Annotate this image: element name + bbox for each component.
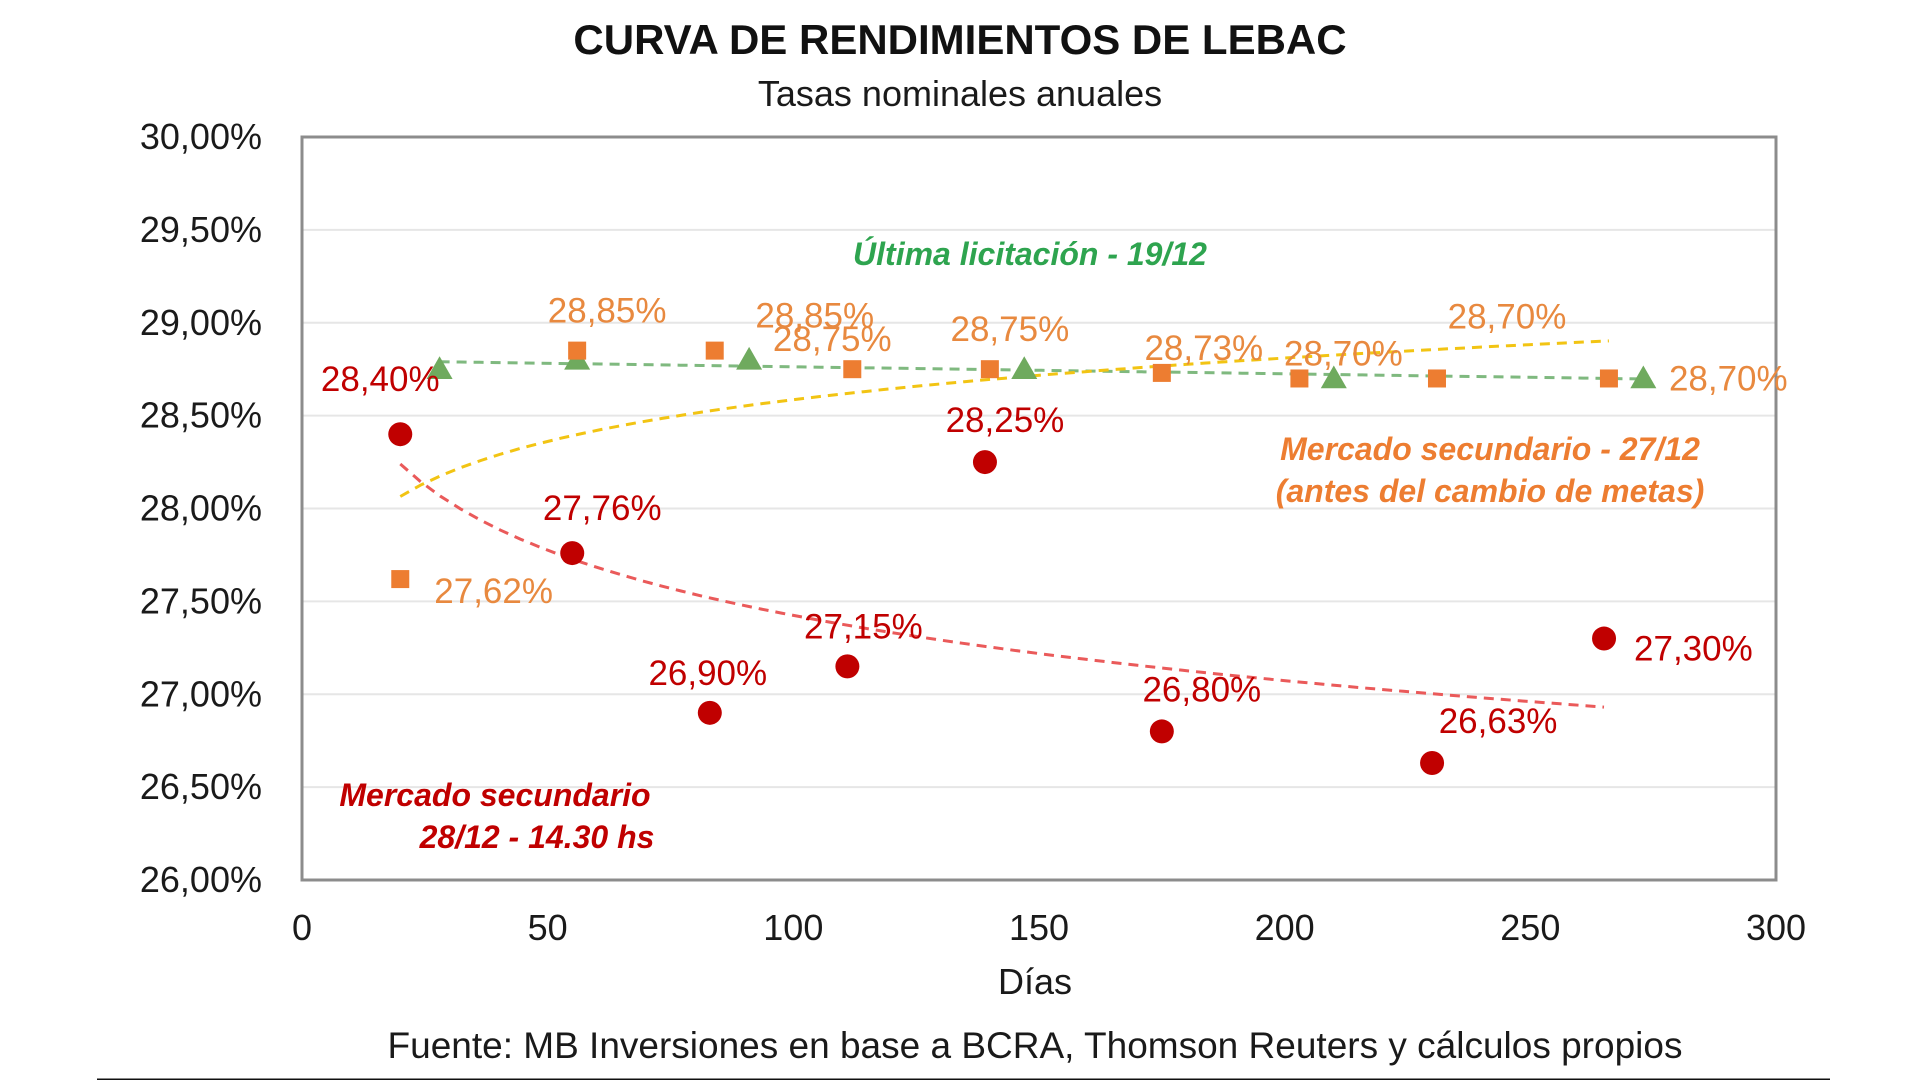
x-tick-label: 150: [1009, 907, 1069, 948]
mercado-2812-data-label: 26,80%: [1142, 670, 1261, 709]
y-axis-tick-labels: 26,00% 26,50% 27,00% 27,50% 28,00% 28,50% 29,0…: [140, 116, 262, 900]
chart-subtitle: Tasas nominales anuales: [758, 73, 1162, 114]
grid-lines: [302, 228, 1776, 789]
trend-line-licitacion: [439, 360, 1644, 381]
mercado-2812-data-label: 26,63%: [1439, 702, 1558, 741]
annotation-ultima-licitacion: Última licitación - 19/12: [853, 236, 1207, 272]
y-tick-label: 30,00%: [140, 116, 262, 157]
source-note: Fuente: MB Inversiones en base a BCRA, T…: [388, 1025, 1683, 1066]
licitacion-point: [1011, 356, 1038, 379]
mercado-2812-point: [560, 541, 585, 566]
y-tick-label: 26,50%: [140, 766, 262, 807]
y-tick-label: 26,00%: [140, 859, 262, 900]
x-tick-label: 200: [1255, 907, 1315, 948]
mercado-2712-point: [391, 570, 410, 589]
mercado-2712-data-label: 27,62%: [434, 572, 553, 611]
x-tick-label: 100: [763, 907, 823, 948]
mercado-2812-point: [697, 700, 722, 725]
mercado-2712-data-label: 28,70%: [1284, 334, 1403, 373]
annotation-mercado-2812-line1: Mercado secundario: [339, 777, 650, 813]
licitacion-point: [426, 356, 453, 379]
mercado-2812-data-label: 26,90%: [648, 654, 767, 693]
x-tick-label: 50: [528, 907, 568, 948]
mercado-2712-data-label: 28,70%: [1669, 359, 1788, 398]
mercado-2712-data-label: 28,85%: [755, 297, 874, 336]
mercado-2812-point: [1592, 626, 1617, 651]
mercado-2712-point: [1152, 363, 1171, 382]
plot-area: [300, 135, 1778, 882]
mercado-2812-data-label: 28,40%: [321, 360, 440, 399]
mercado-2812-data-label: 27,76%: [543, 489, 662, 528]
mercado-2712-data-label: 28,70%: [1448, 297, 1567, 336]
licitacion-point: [1630, 365, 1657, 389]
y-tick-label: 29,00%: [140, 302, 262, 343]
mercado-2712-data-label: 28,85%: [548, 292, 667, 331]
data-points: [388, 341, 1657, 775]
mercado-2812-data-label: 28,25%: [946, 401, 1065, 440]
trend-line-mercado-2812: [399, 462, 1605, 709]
chart-title: CURVA DE RENDIMIENTOS DE LEBAC: [573, 16, 1346, 63]
x-tick-label: 300: [1746, 907, 1806, 948]
y-tick-label: 28,00%: [140, 488, 262, 529]
y-tick-label: 28,50%: [140, 395, 262, 436]
annotation-mercado-2712-line1: Mercado secundario - 27/12: [1280, 431, 1700, 467]
x-axis-label: Días: [998, 961, 1072, 1002]
mercado-2712-point: [843, 360, 862, 379]
mercado-2812-data-label: 27,30%: [1634, 630, 1753, 669]
mercado-2812-data-label: 27,15%: [804, 607, 923, 646]
mercado-2812-point: [1149, 719, 1174, 744]
annotation-mercado-2712-line2: (antes del cambio de metas): [1276, 473, 1705, 509]
mercado-2712-point: [568, 341, 587, 360]
mercado-2712-point: [1599, 369, 1618, 388]
data-labels: 27,62%28,85% 28,85%28,75% 28,75% 28,73% 28,7…: [321, 292, 1788, 741]
mercado-2712-data-label: 28,73%: [1144, 329, 1263, 368]
mercado-2712-data-label: 28,75%: [773, 320, 892, 359]
x-axis-tick-labels: 0 50 100 150 200 250 300: [292, 907, 1806, 948]
mercado-2712-point: [1427, 369, 1446, 388]
mercado-2712-point: [1290, 369, 1309, 388]
mercado-2812-point: [388, 422, 413, 447]
annotation-mercado-2812-line2: 28/12 - 14.30 hs: [419, 819, 655, 855]
licitacion-point: [736, 346, 763, 370]
mercado-2712-data-label: 28,75%: [951, 310, 1070, 349]
x-tick-label: 0: [292, 907, 312, 948]
y-tick-label: 27,00%: [140, 673, 262, 714]
mercado-2712-point: [705, 341, 724, 360]
mercado-2712-point: [980, 360, 999, 379]
x-tick-label: 250: [1500, 907, 1560, 948]
y-tick-label: 27,50%: [140, 580, 262, 621]
y-tick-label: 29,50%: [140, 209, 262, 250]
mercado-2812-point: [1420, 750, 1445, 775]
trend-line-mercado-2712: [399, 339, 1609, 498]
mercado-2812-point: [972, 450, 997, 475]
licitacion-point: [1320, 365, 1347, 389]
mercado-2812-point: [835, 654, 860, 679]
